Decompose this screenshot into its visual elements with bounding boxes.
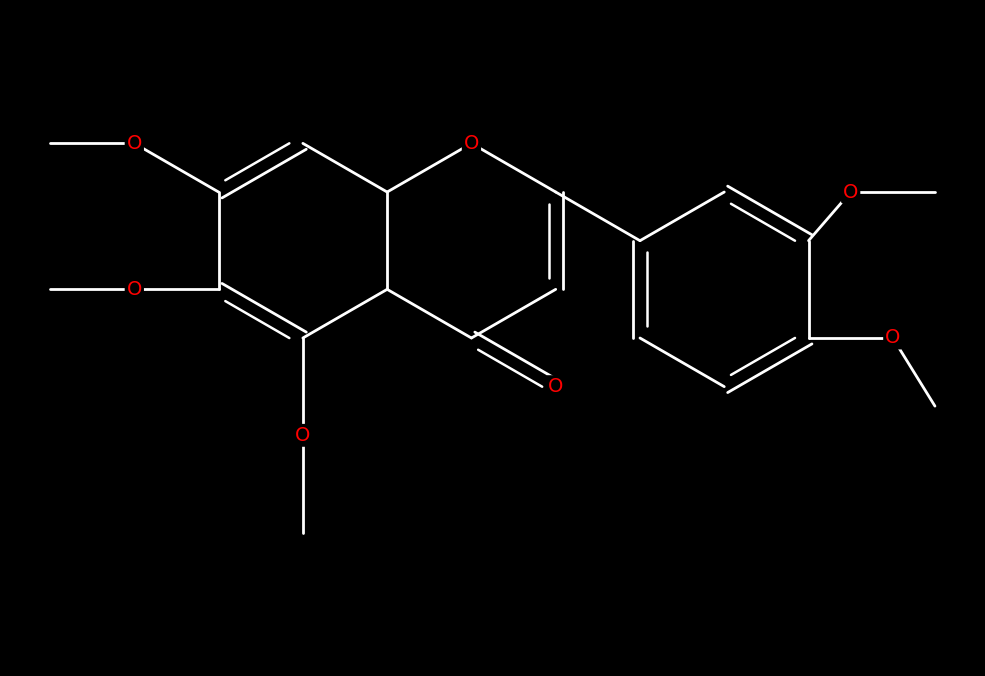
Text: O: O (548, 377, 563, 396)
Text: O: O (886, 329, 900, 347)
Text: O: O (843, 183, 858, 201)
Text: O: O (464, 134, 479, 153)
Text: O: O (127, 280, 142, 299)
Text: O: O (296, 426, 310, 445)
Text: O: O (127, 134, 142, 153)
